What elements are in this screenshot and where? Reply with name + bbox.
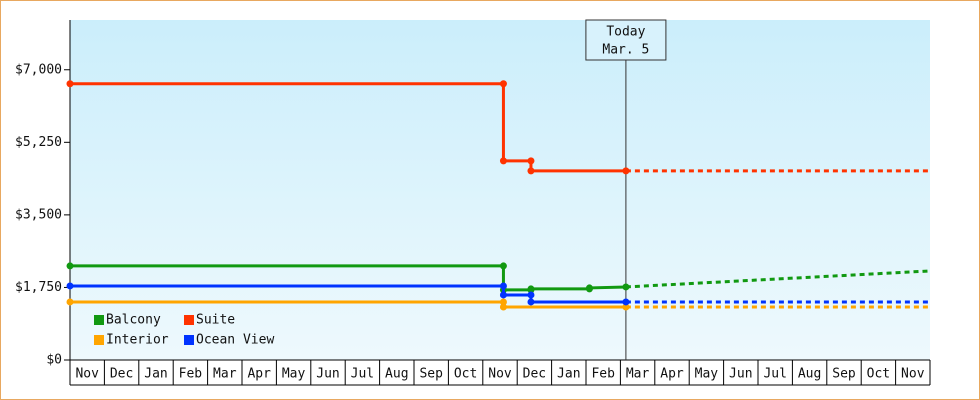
y-tick-label: $0 xyxy=(46,353,62,368)
legend-swatch xyxy=(184,315,194,325)
today-box xyxy=(585,19,667,61)
x-tick-label: Nov xyxy=(75,367,99,382)
point xyxy=(527,291,535,299)
point xyxy=(499,291,507,299)
x-tick-label: Mar xyxy=(213,367,237,382)
point xyxy=(499,80,507,88)
series-line xyxy=(70,82,626,173)
x-tick-label: Sep xyxy=(419,367,443,382)
forecast-line xyxy=(625,269,931,289)
x-tick-label: Jun xyxy=(316,367,339,382)
point xyxy=(585,284,593,292)
point xyxy=(499,262,507,270)
point xyxy=(527,167,535,175)
x-tick-label: Jul xyxy=(763,367,786,382)
point xyxy=(66,298,74,306)
x-tick-label: Jan xyxy=(144,367,167,382)
x-tick-label: Jan xyxy=(557,367,580,382)
x-tick-label: Dec xyxy=(110,367,133,382)
x-tick-label: Sep xyxy=(832,367,856,382)
x-tick-label: Nov xyxy=(488,367,512,382)
today-label: Mar. 5 xyxy=(602,43,649,58)
point xyxy=(499,303,507,311)
x-tick-label: Dec xyxy=(523,367,546,382)
legend-swatch xyxy=(94,335,104,345)
x-tick-label: Oct xyxy=(867,367,890,382)
legend-swatch xyxy=(184,335,194,345)
x-tick-label: May xyxy=(695,367,719,382)
x-tick-label: Aug xyxy=(385,367,408,382)
legend-label: Suite xyxy=(196,313,235,328)
legend-label: Balcony xyxy=(106,313,161,328)
point xyxy=(527,285,535,293)
point xyxy=(622,167,630,175)
x-tick-label: Nov xyxy=(901,367,925,382)
point xyxy=(622,283,630,291)
x-tick-label: Apr xyxy=(247,367,271,382)
x-tick-label: Jun xyxy=(729,367,752,382)
x-tick-label: Aug xyxy=(798,367,821,382)
y-tick-label: $1,750 xyxy=(15,280,62,295)
x-tick-label: Feb xyxy=(591,367,615,382)
point xyxy=(527,298,535,306)
y-tick-label: $5,250 xyxy=(15,135,62,150)
point xyxy=(66,262,74,270)
point xyxy=(499,298,507,306)
y-tick-label: $3,500 xyxy=(15,207,62,222)
series-line xyxy=(70,284,626,304)
plot-area xyxy=(70,20,930,360)
legend-swatch xyxy=(94,315,104,325)
point xyxy=(66,80,74,88)
point xyxy=(527,157,535,165)
legend-label: Ocean View xyxy=(196,333,274,348)
x-tick-label: May xyxy=(282,367,306,382)
x-tick-label: Feb xyxy=(179,367,203,382)
point xyxy=(499,282,507,290)
point xyxy=(66,282,74,290)
today-label: Today xyxy=(606,25,645,40)
point xyxy=(622,303,630,311)
point xyxy=(499,157,507,165)
x-tick-label: Jul xyxy=(351,367,374,382)
x-tick-label: Oct xyxy=(454,367,477,382)
legend-label: Interior xyxy=(106,333,169,348)
point xyxy=(622,298,630,306)
x-tick-label: Mar xyxy=(626,367,650,382)
x-tick-label: Apr xyxy=(660,367,684,382)
y-tick-label: $7,000 xyxy=(15,62,62,77)
